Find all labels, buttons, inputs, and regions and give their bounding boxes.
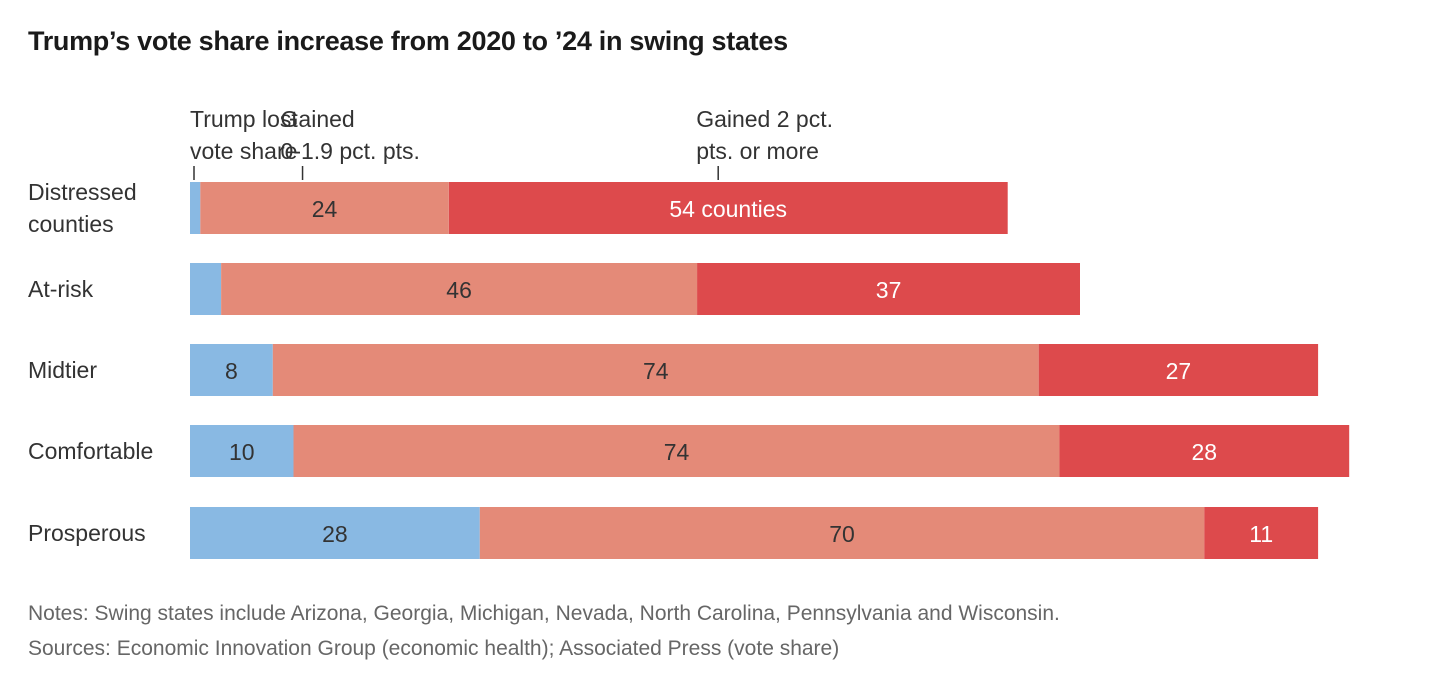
- legend-label: Gained 2 pct.: [696, 106, 833, 132]
- data-label: 28: [1192, 439, 1218, 465]
- data-label: 24: [312, 196, 338, 222]
- data-label: 10: [229, 439, 255, 465]
- data-label: 46: [446, 277, 472, 303]
- bar-segment: [190, 263, 221, 315]
- chart-title: Trump’s vote share increase from 2020 to…: [28, 26, 788, 56]
- bar-segment: [1038, 344, 1319, 396]
- category-label: Prosperous: [28, 520, 146, 546]
- bar-segment: [1059, 425, 1350, 477]
- category-label: Distressed: [28, 179, 137, 205]
- bar-segment: [190, 182, 201, 234]
- category-label: Comfortable: [28, 438, 153, 464]
- bar-segment: [190, 425, 294, 477]
- legend-label: vote share: [190, 138, 297, 164]
- data-label: 74: [664, 439, 690, 465]
- bar-segment: [190, 507, 480, 559]
- legend-label: 0-1.9 pct. pts.: [281, 138, 420, 164]
- data-label: 70: [829, 521, 855, 547]
- chart-sources: Sources: Economic Innovation Group (econ…: [28, 637, 840, 660]
- legend-label: Gained: [281, 106, 355, 132]
- bar-segment: [200, 182, 449, 234]
- bar-segment: [190, 344, 273, 396]
- bar-segment: [221, 263, 698, 315]
- legend-label: pts. or more: [696, 138, 819, 164]
- bar-segment: [293, 425, 1060, 477]
- data-label: 28: [322, 521, 348, 547]
- category-label: Midtier: [28, 357, 97, 383]
- data-label: 37: [876, 277, 902, 303]
- data-label: 74: [643, 358, 669, 384]
- bar-segment: [448, 182, 1008, 234]
- data-label: 8: [225, 358, 238, 384]
- bar-segment: [272, 344, 1039, 396]
- category-label: At-risk: [28, 276, 94, 302]
- stacked-bar-chart: Distressed counties At-risk Midtier Comforta…: [28, 106, 1350, 559]
- category-label: counties: [28, 211, 114, 237]
- data-label: 11: [1249, 521, 1273, 547]
- data-label: 54 counties: [669, 196, 787, 222]
- chart-notes: Notes: Swing states include Arizona, Geo…: [28, 602, 1060, 625]
- legend-label: Trump lost: [190, 106, 298, 132]
- bar-segment: [697, 263, 1080, 315]
- bar-segment: [1204, 507, 1319, 559]
- bar-segment: [479, 507, 1205, 559]
- data-label: 27: [1166, 358, 1192, 384]
